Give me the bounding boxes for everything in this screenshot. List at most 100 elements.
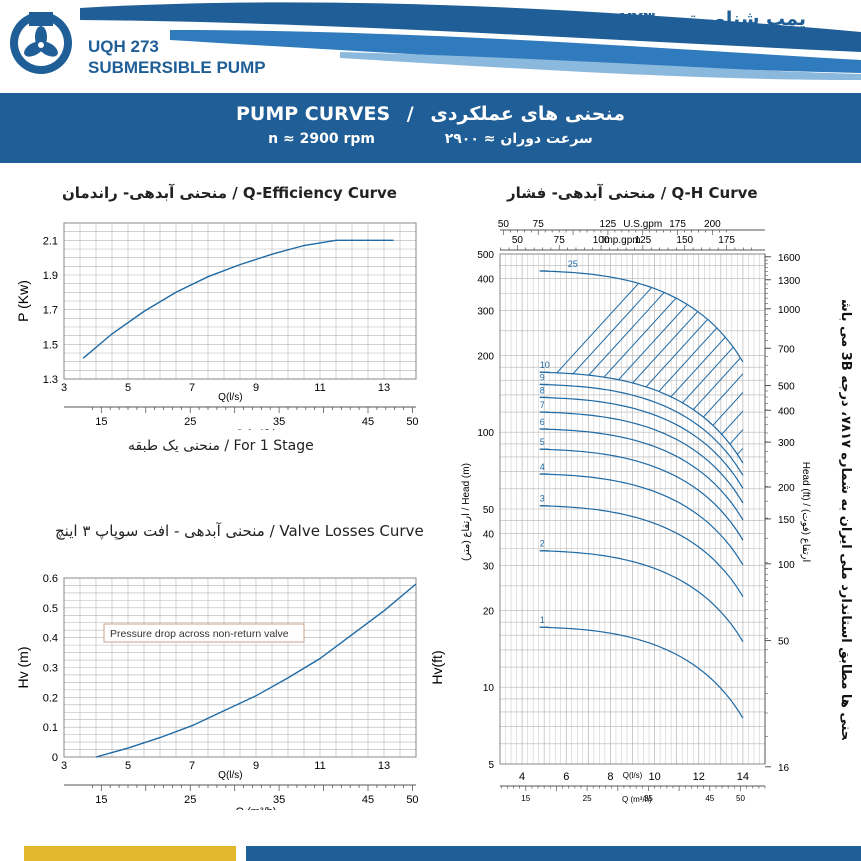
efficiency-footnote: منحنی یک طبقه / For 1 Stage — [128, 438, 314, 454]
valve-losses-chart: 00.10.20.30.40.50.63 5 7 9 11 13Q(l/s)15 25 35 4… — [15, 573, 445, 810]
qh-series-line — [539, 505, 744, 597]
y-tick-label: 0.3 — [43, 663, 58, 675]
qh-series-line — [539, 270, 744, 363]
company-logo — [10, 12, 72, 74]
y-tick-label: 200 — [477, 351, 494, 362]
y-tick-label: 0 — [52, 752, 58, 764]
qh-series-line — [539, 550, 744, 643]
y-tick-label: 40 — [483, 530, 495, 541]
hatch-line — [539, 271, 743, 464]
impgpm-tick-label: 125 — [635, 235, 652, 246]
x-tick-label: 9 — [253, 760, 259, 772]
qh-series-line — [539, 371, 744, 464]
band-title-separator: / — [406, 103, 414, 125]
band-title-fa: منحنی های عملکردی — [430, 103, 626, 125]
y2-tick-label: 50 — [778, 637, 790, 648]
hatch-line — [539, 271, 721, 464]
series-label: 25 — [568, 259, 578, 269]
series-label: 10 — [540, 360, 550, 370]
y-tick-label: 5 — [488, 760, 494, 771]
x-tick-label: 8 — [607, 771, 613, 783]
hatch-line — [539, 271, 743, 464]
usgpm-tick-label: 175 — [669, 219, 686, 230]
x2-axis-label: Q (m³/h) — [236, 428, 277, 430]
usgpm-tick-label: 50 — [498, 219, 510, 230]
x-tick-label: 3 — [61, 382, 67, 394]
series-label: 6 — [540, 417, 545, 427]
y-axis-label: Hv (m) — [15, 647, 31, 689]
y-tick-label: 0.5 — [43, 603, 58, 615]
y-tick-label: 0.1 — [43, 722, 58, 734]
impgpm-axis-label: Imp.gpm — [602, 235, 641, 246]
x-tick-label: 11 — [314, 382, 325, 394]
model-line-1: UQH 273 — [88, 37, 159, 56]
x2-tick-label: 45 — [362, 794, 374, 806]
x-tick-label: 7 — [189, 382, 195, 394]
annotation-text: Pressure drop across non-return valve — [110, 628, 289, 640]
footer-bar-yellow — [24, 846, 236, 861]
x-tick-label: 7 — [189, 760, 195, 772]
y-tick-label: 2.1 — [43, 235, 58, 247]
x-tick-label: 10 — [648, 771, 660, 783]
series-line — [95, 583, 417, 758]
qh-series-line — [539, 428, 744, 521]
x-tick-label: 14 — [737, 771, 749, 783]
band-title-en: PUMP CURVES — [235, 103, 391, 125]
qh-series-line — [539, 411, 744, 504]
y-tick-label: 50 — [483, 505, 495, 516]
footer-bar-blue — [246, 846, 861, 861]
usgpm-tick-label: 75 — [533, 219, 545, 230]
x-axis-label: Q(l/s) — [623, 771, 643, 780]
series-label: 3 — [540, 494, 545, 504]
y2-tick-label: 200 — [778, 483, 795, 494]
hatch-line — [539, 271, 743, 464]
plot-frame — [63, 577, 417, 758]
y-tick-label: 1.5 — [43, 339, 58, 351]
impgpm-tick-label: 75 — [554, 235, 566, 246]
x2-tick-label: 25 — [184, 794, 196, 806]
qh-series-line — [539, 396, 744, 489]
band-line-1: PUMP CURVES / منحنی های عملکردی — [0, 103, 861, 125]
usgpm-tick-label: 200 — [704, 219, 721, 230]
qh-series-line — [539, 448, 744, 541]
impgpm-tick-label: 150 — [676, 235, 693, 246]
y2-tick-label: 100 — [778, 560, 795, 571]
x-tick-label: 13 — [378, 760, 390, 772]
y2-tick-label: 150 — [778, 515, 795, 526]
y-tick-label: 1.7 — [43, 305, 58, 317]
hatch-line — [539, 271, 738, 464]
series-label: 7 — [540, 400, 545, 410]
x-tick-label: 5 — [125, 760, 131, 772]
x2-tick-label: 25 — [583, 794, 592, 803]
qh-series-line — [539, 473, 744, 566]
series-label: 5 — [540, 437, 545, 447]
x2-tick-label: 50 — [406, 416, 418, 428]
y-tick-label: 30 — [483, 562, 495, 573]
x2-tick-label: 50 — [736, 794, 745, 803]
hatch-line — [658, 271, 743, 464]
y-tick-label: 300 — [477, 307, 494, 318]
usgpm-axis-label: U.S.gpm — [623, 219, 662, 230]
valve-chart-title: منحنی آبدهی - افت سوپاپ ۳ اینچ / Valve L… — [55, 522, 424, 540]
x2-axis-label: Q (m³/h) — [236, 806, 277, 810]
y2-tick-label: 1600 — [778, 253, 801, 264]
impgpm-tick-label: 50 — [512, 235, 524, 246]
band-speed-en: n ≈ 2900 rpm — [268, 131, 375, 147]
x2-tick-label: 35 — [273, 416, 285, 428]
x-axis-label: Q(l/s) — [218, 770, 242, 781]
x2-tick-label: 50 — [406, 794, 418, 806]
y2-tick-label: 1300 — [778, 276, 801, 287]
y-tick-label: 10 — [483, 683, 495, 694]
x2-axis-label: Q (m³/h) — [622, 795, 652, 804]
y-tick-label: 0.4 — [43, 633, 58, 645]
hatch-line — [812, 212, 820, 764]
model-line-2: SUBMERSIBLE PUMP — [88, 58, 266, 77]
plot-frame — [63, 222, 417, 380]
persian-title: پمپ شناور تیپ ۲۷۳ — [620, 8, 806, 30]
x2-tick-label: 45 — [705, 794, 714, 803]
y2-tick-label: 700 — [778, 344, 795, 355]
qh-chart-title: منحنی آبدهی- فشار / Q-H Curve — [507, 184, 758, 202]
x-tick-label: 9 — [253, 382, 259, 394]
x-tick-label: 5 — [125, 382, 131, 394]
x-tick-label: 6 — [563, 771, 569, 783]
